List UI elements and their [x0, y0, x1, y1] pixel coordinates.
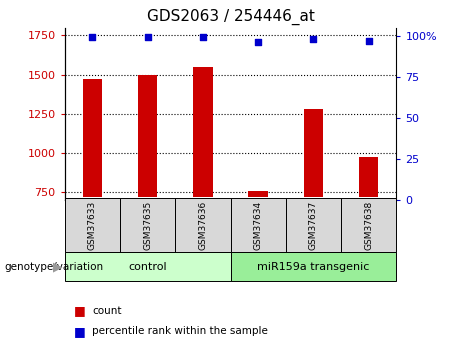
- Bar: [341, 198, 396, 252]
- Bar: [248, 191, 268, 197]
- Text: GSM37633: GSM37633: [88, 200, 97, 250]
- Bar: [65, 252, 230, 281]
- Point: [199, 35, 207, 40]
- Text: control: control: [128, 262, 167, 272]
- Text: count: count: [92, 306, 122, 315]
- Point: [254, 40, 262, 45]
- Bar: [193, 67, 213, 197]
- Text: GSM37634: GSM37634: [254, 200, 263, 250]
- Point: [310, 36, 317, 42]
- Title: GDS2063 / 254446_at: GDS2063 / 254446_at: [147, 9, 314, 25]
- Point: [144, 35, 151, 40]
- Bar: [65, 198, 120, 252]
- Text: GSM37635: GSM37635: [143, 200, 152, 250]
- Text: GSM37638: GSM37638: [364, 200, 373, 250]
- Text: GSM37637: GSM37637: [309, 200, 318, 250]
- Bar: [230, 198, 286, 252]
- Bar: [83, 79, 102, 197]
- Bar: [138, 75, 157, 197]
- Point: [365, 38, 372, 43]
- Text: percentile rank within the sample: percentile rank within the sample: [92, 326, 268, 336]
- Bar: [230, 252, 396, 281]
- Text: ▶: ▶: [53, 260, 62, 273]
- Bar: [120, 198, 175, 252]
- Text: genotype/variation: genotype/variation: [5, 262, 104, 272]
- Bar: [175, 198, 230, 252]
- Text: ■: ■: [74, 325, 85, 338]
- Bar: [304, 109, 323, 197]
- Bar: [359, 157, 378, 197]
- Text: miR159a transgenic: miR159a transgenic: [257, 262, 370, 272]
- Point: [89, 35, 96, 40]
- Bar: [286, 198, 341, 252]
- Text: ■: ■: [74, 304, 85, 317]
- Text: GSM37636: GSM37636: [198, 200, 207, 250]
